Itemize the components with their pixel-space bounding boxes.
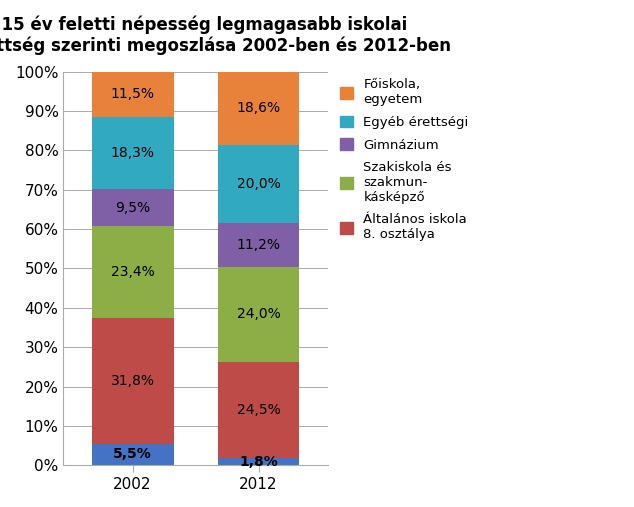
Bar xyxy=(92,189,174,226)
Title: A 15 év feletti népesség legmagasabb iskolai
végzettség szerinti megoszlása 2002: A 15 év feletti népesség legmagasabb isk… xyxy=(0,15,451,55)
Bar xyxy=(217,223,299,267)
Bar xyxy=(217,267,299,361)
Bar xyxy=(92,117,174,189)
Bar xyxy=(217,144,299,223)
Bar xyxy=(92,226,174,318)
Text: 31,8%: 31,8% xyxy=(110,374,155,388)
Text: 9,5%: 9,5% xyxy=(115,201,150,214)
Bar xyxy=(217,361,299,458)
Text: 23,4%: 23,4% xyxy=(111,265,155,279)
Bar xyxy=(92,71,174,117)
Text: 11,2%: 11,2% xyxy=(236,238,280,252)
Text: 18,6%: 18,6% xyxy=(236,101,281,115)
Bar xyxy=(217,458,299,465)
Legend: Főiskola,
egyetem, Egyéb érettségi, Gimnázium, Szakiskola és
szakmun-
kásképző, : Főiskola, egyetem, Egyéb érettségi, Gimn… xyxy=(340,78,469,241)
Text: 24,0%: 24,0% xyxy=(236,308,280,321)
Bar xyxy=(92,444,174,465)
Bar xyxy=(217,71,299,144)
Text: 18,3%: 18,3% xyxy=(110,146,155,160)
Text: 11,5%: 11,5% xyxy=(110,87,155,101)
Text: 20,0%: 20,0% xyxy=(236,177,280,191)
Text: 1,8%: 1,8% xyxy=(239,455,278,468)
Text: 5,5%: 5,5% xyxy=(113,447,152,461)
Bar xyxy=(92,318,174,444)
Text: 24,5%: 24,5% xyxy=(236,403,280,417)
